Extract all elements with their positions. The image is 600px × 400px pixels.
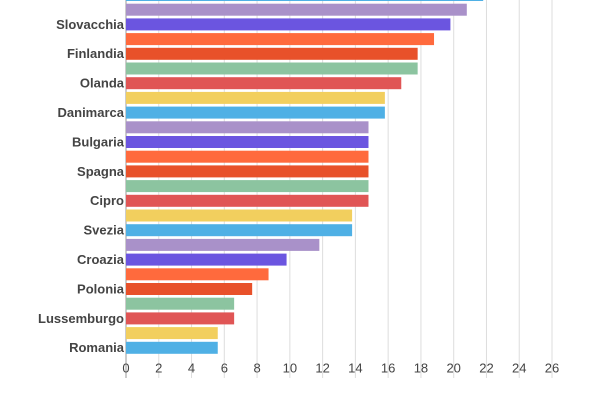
- y-tick-label: Slovacchia: [56, 17, 125, 32]
- y-tick-label: Olanda: [80, 76, 125, 91]
- bar: [126, 224, 353, 237]
- y-tick-label: Cipro: [90, 193, 124, 208]
- y-tick-label: Romania: [69, 340, 125, 355]
- y-tick-label: Danimarca: [58, 105, 125, 120]
- bar: [126, 0, 484, 1]
- x-tick-label: 26: [545, 360, 559, 375]
- bar: [126, 312, 235, 325]
- y-tick-label: Spagna: [77, 164, 125, 179]
- bar: [126, 121, 369, 134]
- x-tick-label: 12: [315, 360, 329, 375]
- x-tick-label: 6: [221, 360, 228, 375]
- x-tick-label: 2: [155, 360, 162, 375]
- bar: [126, 150, 369, 163]
- y-tick-label: Lussemburgo: [38, 311, 124, 326]
- bar: [126, 253, 287, 266]
- bar: [126, 106, 385, 119]
- x-tick-label: 20: [446, 360, 460, 375]
- x-tick-label: 14: [348, 360, 362, 375]
- y-tick-label: Bulgaria: [72, 134, 125, 149]
- bar: [126, 91, 385, 104]
- bar: [126, 3, 467, 16]
- y-tick-label: Croazia: [77, 252, 125, 267]
- x-tick-label: 4: [188, 360, 195, 375]
- x-tick-label: 10: [283, 360, 297, 375]
- x-tick-label: 16: [381, 360, 395, 375]
- bar: [126, 268, 269, 281]
- bar: [126, 165, 369, 178]
- y-tick-label: Finlandia: [67, 46, 125, 61]
- y-tick-label: Polonia: [77, 281, 125, 296]
- bar: [126, 33, 435, 46]
- bar: [126, 283, 253, 295]
- bar: [126, 136, 369, 148]
- bar: [126, 77, 402, 90]
- y-tick-label: Svezia: [84, 223, 125, 238]
- bar: [126, 62, 418, 75]
- x-tick-label: 24: [512, 360, 526, 375]
- bar: [126, 209, 353, 222]
- x-tick-label: 22: [479, 360, 493, 375]
- bar: [126, 180, 369, 193]
- x-tick-label: 0: [122, 360, 129, 375]
- bar: [126, 18, 451, 31]
- bar: [126, 47, 418, 60]
- bar: [126, 194, 369, 207]
- bar: [126, 297, 235, 310]
- x-tick-label: 18: [414, 360, 428, 375]
- bar: [126, 341, 218, 354]
- x-tick-label: 8: [253, 360, 260, 375]
- bar: [126, 238, 320, 251]
- bar: [126, 327, 218, 340]
